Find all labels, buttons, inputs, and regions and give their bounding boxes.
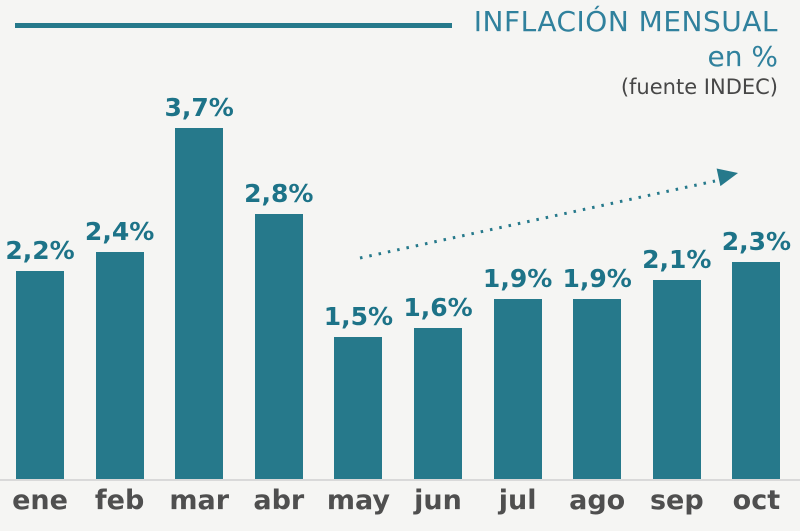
bar-value-label: 2,4%	[84, 217, 155, 246]
x-axis-label-jul: jul	[498, 485, 537, 516]
bar-ago	[573, 299, 622, 480]
bar-jul	[493, 299, 542, 480]
bar-sep	[652, 280, 701, 480]
x-axis-label-oct: oct	[732, 485, 781, 516]
bar-value-label: 1,5%	[323, 302, 394, 331]
bar-may	[334, 337, 383, 480]
bar-jun	[414, 328, 462, 480]
trend-arrowhead	[716, 168, 738, 187]
x-axis-label-ene: ene	[12, 485, 68, 516]
bar-value-label: 1,9%	[562, 264, 632, 293]
x-axis-label-abr: abr	[253, 485, 305, 516]
bar-group-oct: 2,3%	[722, 229, 791, 480]
title-block: INFLACIÓN MENSUAL en % (fuente INDEC)	[474, 8, 778, 98]
chart-source: (fuente INDEC)	[620, 75, 778, 99]
trend-dotted-line	[359, 179, 716, 260]
bar-group-sep: 2,1%	[642, 247, 711, 480]
bar-feb	[95, 252, 144, 480]
bar-group-abr: 2,8%	[244, 181, 313, 480]
bar-abr	[254, 214, 303, 480]
bar-group-may: 1,5%	[324, 304, 393, 480]
chart-subtitle: en %	[707, 40, 778, 73]
bar-mar	[175, 128, 224, 480]
bar-oct	[732, 262, 781, 480]
x-axis-label-mar: mar	[169, 485, 230, 516]
bar-group-ene: 2,2%	[5, 238, 75, 480]
bar-value-label: 3,7%	[164, 93, 234, 122]
bar-value-label: 2,1%	[642, 245, 712, 274]
trend-arrow-icon	[359, 168, 738, 260]
bar-value-label: 2,3%	[721, 227, 792, 256]
bar-value-label: 1,6%	[403, 293, 473, 322]
title-rule	[15, 23, 452, 28]
bar-group-jun: 1,6%	[403, 295, 473, 480]
x-axis-label-may: may	[326, 485, 390, 516]
chart-title: INFLACIÓN MENSUAL	[473, 5, 778, 38]
bar-group-jul: 1,9%	[483, 266, 552, 480]
bar-value-label: 2,2%	[5, 236, 75, 265]
x-axis-label-jun: jun	[414, 485, 462, 516]
x-axis-label-sep: sep	[649, 485, 704, 516]
bar-group-feb: 2,4%	[85, 219, 154, 480]
x-axis-label-feb: feb	[94, 485, 145, 516]
x-axis-label-ago: ago	[569, 485, 626, 516]
bar-value-label: 1,9%	[482, 264, 553, 293]
x-axis-line	[0, 479, 800, 481]
bar-ene	[16, 271, 64, 480]
bar-value-label: 2,8%	[244, 179, 314, 208]
bar-group-ago: 1,9%	[563, 266, 632, 480]
bar-group-mar: 3,7%	[165, 95, 234, 480]
